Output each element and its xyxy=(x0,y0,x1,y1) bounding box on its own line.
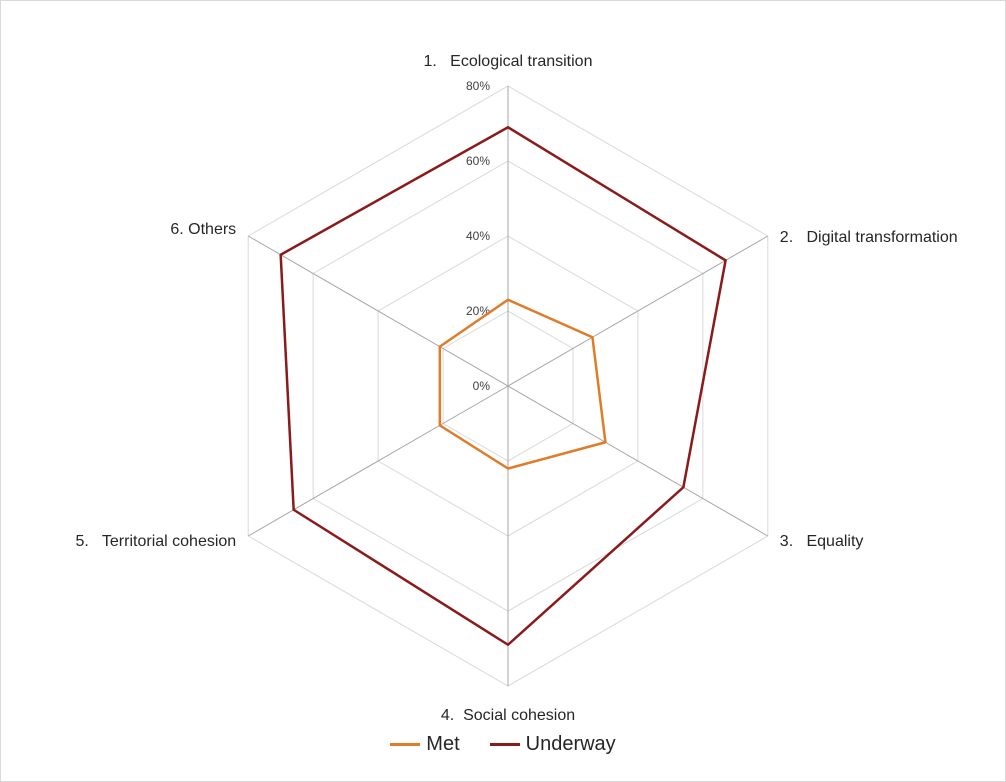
legend-item-underway: Underway xyxy=(489,733,616,756)
legend: Met Underway xyxy=(1,733,1005,756)
axis-spoke xyxy=(507,385,769,537)
radar-chart: 0% 20% 40% 60% 80% 1. Ecological transition 2.… xyxy=(76,53,958,724)
legend-label-underway: Underway xyxy=(525,733,616,755)
category-label: 5. Territorial cohesion xyxy=(76,533,237,550)
axis-spoke xyxy=(247,385,509,537)
category-label: 4. Social cohesion xyxy=(441,707,575,724)
legend-swatch-underway xyxy=(489,743,520,746)
legend-item-met: Met xyxy=(390,733,460,756)
radial-tick-label: 40% xyxy=(466,229,490,243)
series-line-met xyxy=(438,298,607,470)
category-label: 6. Others xyxy=(170,221,236,238)
category-label: 1. Ecological transition xyxy=(424,53,593,70)
radial-tick-label: 20% xyxy=(466,304,490,318)
legend-label-met: Met xyxy=(426,733,460,755)
category-label: 2. Digital transformation xyxy=(780,229,958,246)
series-line-underway xyxy=(279,126,727,646)
radial-tick-label: 60% xyxy=(466,154,490,168)
radial-tick-label: 0% xyxy=(473,379,491,393)
legend-swatch-met xyxy=(390,743,421,746)
category-label: 3. Equality xyxy=(780,533,864,550)
radial-tick-label: 80% xyxy=(466,79,490,93)
axis-spoke xyxy=(247,235,509,387)
